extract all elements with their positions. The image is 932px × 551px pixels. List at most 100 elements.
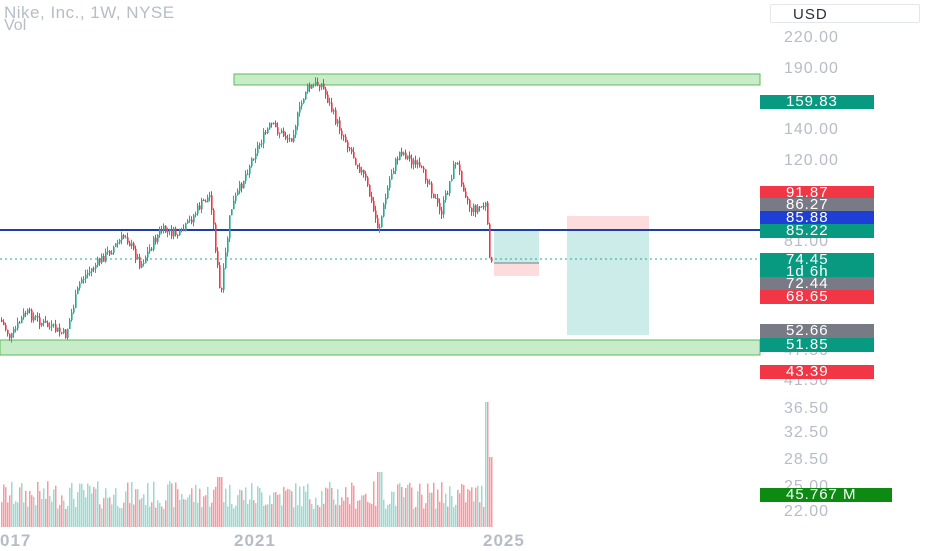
candle-body (265, 132, 267, 134)
volume-bar (17, 502, 19, 527)
candle-body (79, 283, 81, 288)
candle-body (325, 88, 327, 95)
volume-bar (25, 490, 27, 527)
price-badge[interactable]: 43.39 (760, 364, 874, 379)
candle-body (13, 329, 15, 334)
position-target-zone-1[interactable] (494, 231, 539, 263)
time-label: 2021 (234, 531, 276, 550)
volume-bar (435, 508, 437, 527)
price-badge[interactable]: 74.45 (760, 252, 874, 267)
price-badge[interactable]: 72.44 (760, 276, 874, 291)
volume-bar (93, 487, 95, 527)
volume-bar (259, 487, 261, 527)
volume-bar (111, 504, 113, 527)
volume-bar (13, 503, 15, 527)
volume-bar (73, 498, 75, 527)
price-badge[interactable]: 85.22 (760, 223, 874, 238)
last-price-badge[interactable]: 159.83 (760, 94, 874, 109)
volume-bar (39, 491, 41, 527)
candle-body (259, 143, 261, 146)
volume-bar (69, 487, 71, 527)
volume-bar (473, 501, 475, 527)
candle-body (23, 312, 25, 318)
candle-body (123, 235, 125, 238)
volume-bar (445, 493, 447, 527)
candle-body (359, 166, 361, 173)
candle-body (409, 155, 411, 159)
candle-body (47, 322, 49, 327)
volume-bar (383, 499, 385, 527)
volume-bar (311, 503, 313, 527)
candle-body (197, 205, 199, 214)
candle-body (199, 205, 201, 210)
candle-body (311, 84, 313, 89)
volume-label[interactable]: Vol (4, 17, 27, 34)
volume-bar (113, 494, 115, 527)
volume-bar (235, 505, 237, 527)
candle-body (273, 122, 275, 125)
position-stop-zone-2[interactable] (567, 216, 649, 231)
candle-body (45, 320, 47, 323)
volume-bar (449, 486, 451, 527)
position-stop-zone-1[interactable] (494, 263, 539, 276)
candle-body (333, 110, 335, 112)
volume-bar (253, 500, 255, 527)
candle-body (43, 320, 45, 323)
volume-bar (293, 507, 295, 527)
price-badge[interactable]: 85.88 (760, 210, 874, 225)
candle-body (365, 173, 367, 178)
candle-body (241, 183, 243, 189)
candle-body (347, 142, 349, 149)
candle-body (51, 324, 53, 327)
price-badge[interactable]: 52.66 (760, 323, 874, 338)
price-badge[interactable]: 51.85 (760, 337, 874, 352)
candle-body (7, 329, 9, 335)
volume-tick: 22.00 (784, 503, 830, 520)
volume-bar (29, 490, 31, 527)
volume-bar (201, 507, 203, 527)
price-badge[interactable]: 86.27 (760, 197, 874, 212)
volume-bar (51, 501, 53, 527)
volume-bar (31, 495, 33, 527)
candle-body (183, 229, 185, 231)
candle-body (345, 136, 347, 143)
price-badge[interactable]: 91.87 (760, 185, 874, 200)
symbol-title[interactable]: Nike, Inc., 1W, NYSE (4, 3, 175, 22)
volume-bar (141, 498, 143, 527)
position-target-zone-2[interactable] (567, 231, 649, 335)
volume-bar (283, 486, 285, 527)
volume-bar (305, 491, 307, 527)
volume-bar (329, 481, 331, 527)
volume-bar (459, 493, 461, 527)
volume-bar (317, 504, 319, 527)
candle-body (21, 317, 23, 323)
countdown-badge[interactable]: 1d 6h (760, 264, 874, 279)
candle-body (225, 252, 227, 269)
volume-bar (231, 503, 233, 527)
candle-body (471, 207, 473, 212)
candle-body (61, 332, 63, 334)
volume-bar (447, 506, 449, 527)
volume-bar (193, 501, 195, 527)
candle-body (185, 223, 187, 231)
currency-button[interactable]: USD (770, 4, 920, 23)
price-badge[interactable]: 68.65 (760, 289, 874, 304)
resistance-zone[interactable] (233, 73, 761, 86)
candle-body (427, 180, 429, 184)
volume-value-badge[interactable]: 45.767 M (760, 487, 892, 502)
volume-bar (361, 495, 363, 527)
volume-bar (309, 499, 311, 527)
volume-bar (145, 505, 147, 527)
volume-bar (71, 482, 73, 527)
volume-bar (115, 488, 117, 527)
volume-bar (289, 489, 291, 527)
candle-body (275, 122, 277, 128)
volume-bar (467, 489, 469, 527)
volume-bar (345, 487, 347, 527)
volume-bar (457, 489, 459, 527)
candle-body (119, 240, 121, 243)
candle-body (127, 237, 129, 243)
volume-bar (297, 505, 299, 527)
support-zone[interactable] (0, 339, 761, 356)
